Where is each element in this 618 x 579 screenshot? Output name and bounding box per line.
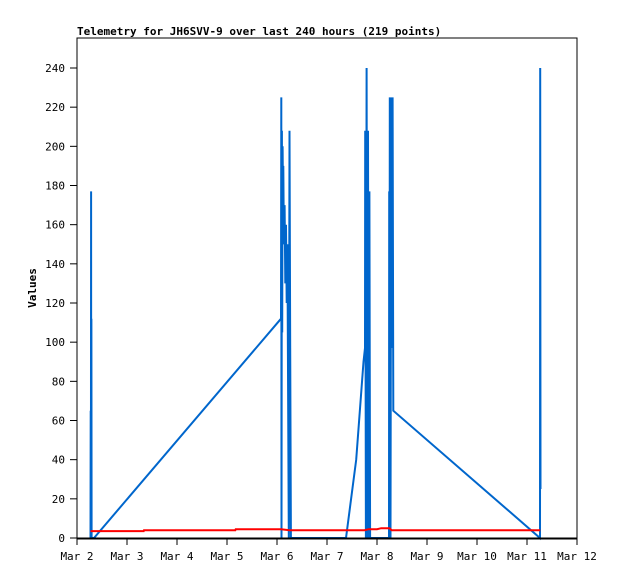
x-tick-label: Mar 6 — [260, 550, 293, 563]
y-axis-label: Values — [26, 268, 39, 308]
y-tick-label: 40 — [52, 454, 65, 467]
y-tick-label: 0 — [58, 532, 65, 545]
y-tick-label: 240 — [45, 62, 65, 75]
y-tick-label: 200 — [45, 140, 65, 153]
y-tick-label: 160 — [45, 219, 65, 232]
y-tick-label: 140 — [45, 258, 65, 271]
x-tick-label: Mar 11 — [507, 550, 547, 563]
y-tick-label: 80 — [52, 375, 65, 388]
x-tick-label: Mar 9 — [410, 550, 443, 563]
series-line-1 — [89, 67, 542, 541]
x-tick-label: Mar 8 — [360, 550, 393, 563]
y-tick-label: 100 — [45, 336, 65, 349]
x-tick-label: Mar 2 — [60, 550, 93, 563]
x-tick-label: Mar 5 — [210, 550, 243, 563]
y-tick-label: 60 — [52, 415, 65, 428]
x-tick-label: Mar 12 — [557, 550, 597, 563]
series-line-2 — [90, 527, 541, 533]
plot-frame — [76, 37, 578, 539]
x-tick-label: Mar 7 — [310, 550, 343, 563]
y-tick-label: 180 — [45, 180, 65, 193]
x-tick-label: Mar 4 — [160, 550, 193, 563]
x-tick-label: Mar 3 — [110, 550, 143, 563]
y-tick-label: 220 — [45, 101, 65, 114]
x-tick-label: Mar 10 — [457, 550, 497, 563]
y-tick-label: 120 — [45, 297, 65, 310]
y-tick-label: 20 — [52, 493, 65, 506]
chart-title: Telemetry for JH6SVV-9 over last 240 hou… — [77, 25, 441, 38]
